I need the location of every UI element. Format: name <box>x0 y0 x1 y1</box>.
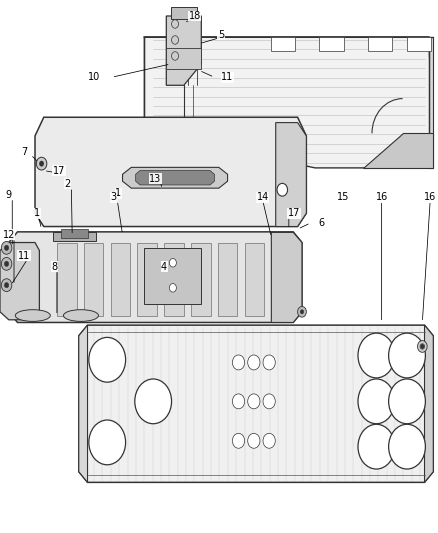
Polygon shape <box>0 243 39 320</box>
Polygon shape <box>271 243 291 316</box>
Circle shape <box>170 284 177 292</box>
Bar <box>171 7 197 19</box>
Circle shape <box>248 433 260 448</box>
Text: 8: 8 <box>52 262 58 271</box>
Polygon shape <box>166 16 201 85</box>
Text: 9: 9 <box>6 190 12 199</box>
Circle shape <box>172 52 179 60</box>
Text: 10: 10 <box>88 72 100 82</box>
Polygon shape <box>164 243 184 316</box>
Circle shape <box>233 433 245 448</box>
Circle shape <box>358 379 395 424</box>
Circle shape <box>172 36 179 44</box>
Circle shape <box>172 20 179 28</box>
Polygon shape <box>424 325 433 482</box>
Circle shape <box>4 282 9 288</box>
Polygon shape <box>137 243 157 316</box>
Circle shape <box>263 433 275 448</box>
Text: 14: 14 <box>257 192 268 202</box>
Circle shape <box>248 355 260 370</box>
Text: 2: 2 <box>65 179 71 189</box>
Polygon shape <box>35 117 306 227</box>
Text: 7: 7 <box>21 147 27 157</box>
Circle shape <box>1 279 12 292</box>
Polygon shape <box>57 243 77 316</box>
Bar <box>61 229 88 238</box>
Polygon shape <box>276 123 306 227</box>
Polygon shape <box>123 167 228 188</box>
Circle shape <box>4 261 9 266</box>
Ellipse shape <box>15 310 50 321</box>
Text: 1: 1 <box>115 189 121 198</box>
Polygon shape <box>79 325 88 482</box>
Circle shape <box>233 394 245 409</box>
Polygon shape <box>79 325 433 482</box>
Bar <box>407 37 431 51</box>
Circle shape <box>135 379 172 424</box>
Text: 5: 5 <box>218 30 224 39</box>
Text: 17: 17 <box>53 166 65 175</box>
Circle shape <box>248 394 260 409</box>
Text: 11: 11 <box>18 251 30 261</box>
Text: 6: 6 <box>318 218 325 228</box>
Circle shape <box>300 310 304 314</box>
Text: 3: 3 <box>111 192 117 202</box>
Circle shape <box>277 183 287 196</box>
Circle shape <box>4 245 9 251</box>
Circle shape <box>417 341 427 352</box>
Polygon shape <box>136 171 215 185</box>
Circle shape <box>358 333 395 378</box>
Text: 16: 16 <box>424 192 436 202</box>
Circle shape <box>297 306 306 317</box>
Circle shape <box>89 337 126 382</box>
Text: 13: 13 <box>149 174 162 183</box>
Circle shape <box>358 424 395 469</box>
Polygon shape <box>191 243 211 316</box>
Circle shape <box>389 379 425 424</box>
Circle shape <box>389 424 425 469</box>
Text: 18: 18 <box>189 11 201 21</box>
Bar <box>367 37 392 51</box>
Polygon shape <box>53 232 96 241</box>
Polygon shape <box>244 243 264 316</box>
Circle shape <box>1 241 12 254</box>
Polygon shape <box>110 243 130 316</box>
Circle shape <box>263 355 275 370</box>
Circle shape <box>233 355 245 370</box>
Polygon shape <box>84 243 103 316</box>
Text: 11: 11 <box>222 72 234 82</box>
Circle shape <box>39 161 44 166</box>
Circle shape <box>420 344 424 349</box>
Circle shape <box>263 394 275 409</box>
Circle shape <box>389 333 425 378</box>
Bar <box>271 37 295 51</box>
Bar <box>166 48 201 69</box>
Ellipse shape <box>64 310 99 321</box>
Circle shape <box>170 259 177 267</box>
Circle shape <box>1 257 12 270</box>
Polygon shape <box>363 133 433 168</box>
Polygon shape <box>145 37 433 168</box>
Polygon shape <box>218 243 237 316</box>
Circle shape <box>89 420 126 465</box>
Text: 17: 17 <box>288 208 300 218</box>
Text: 15: 15 <box>337 192 350 202</box>
Text: 4: 4 <box>161 262 167 271</box>
Text: 12: 12 <box>3 230 15 239</box>
Polygon shape <box>271 232 302 322</box>
Polygon shape <box>9 232 302 322</box>
Circle shape <box>36 157 47 170</box>
Bar <box>319 37 343 51</box>
Text: 1: 1 <box>34 208 40 218</box>
Polygon shape <box>429 37 433 168</box>
Text: 16: 16 <box>375 192 388 202</box>
Polygon shape <box>145 248 201 304</box>
